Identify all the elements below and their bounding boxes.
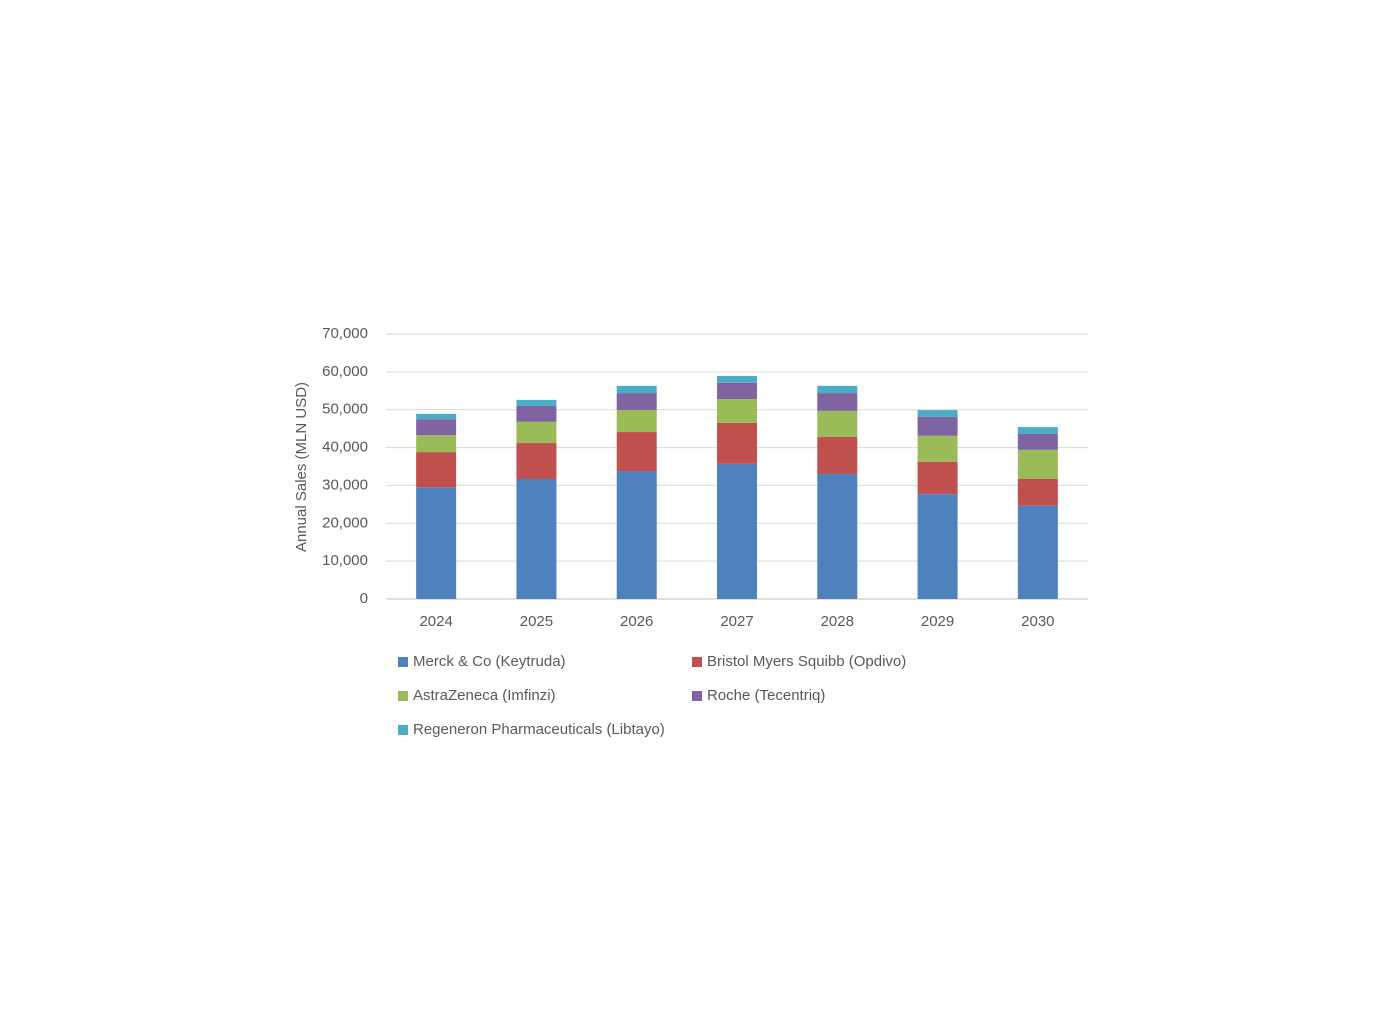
legend-swatch xyxy=(398,691,408,701)
legend-swatch xyxy=(692,691,702,701)
bar-segment xyxy=(416,419,457,436)
y-tick-label: 30,000 xyxy=(322,476,368,493)
bar-segment xyxy=(416,435,457,453)
legend-label: Bristol Myers Squibb (Opdivo) xyxy=(707,653,906,670)
bar-segment xyxy=(717,399,757,423)
bar-segment xyxy=(1017,449,1058,479)
bar-segment xyxy=(416,487,457,599)
bar-segment xyxy=(717,376,757,383)
bar-segment xyxy=(917,416,958,436)
bar-segment xyxy=(1017,505,1058,599)
bar-segment xyxy=(416,413,457,420)
y-axis-label: Annual Sales (MLN USD) xyxy=(293,382,310,552)
bar-segment xyxy=(416,452,457,488)
legend-label: AstraZeneca (Imfinzi) xyxy=(413,687,556,704)
bar-segment xyxy=(616,385,657,394)
legend-label: Regeneron Pharmaceuticals (Libtayo) xyxy=(413,721,665,738)
bar-segment xyxy=(1017,427,1058,434)
bar-segment xyxy=(1017,478,1058,506)
legend-label: Merck & Co (Keytruda) xyxy=(413,653,566,670)
y-tick-label: 60,000 xyxy=(322,363,368,380)
x-tick-label: 2030 xyxy=(1021,613,1054,630)
bar-segment xyxy=(817,410,858,437)
y-tick-label: 40,000 xyxy=(322,439,368,456)
bar-segment xyxy=(516,405,557,422)
legend-swatch xyxy=(692,657,702,667)
legend-label: Roche (Tecentriq) xyxy=(707,687,825,704)
bar-segment xyxy=(717,463,757,599)
x-tick-label: 2029 xyxy=(921,613,954,630)
bar-segment xyxy=(1017,433,1058,450)
bar-segment xyxy=(917,410,958,417)
x-tick-label: 2027 xyxy=(720,613,753,630)
y-tick-label: 20,000 xyxy=(322,514,368,531)
bar-segment xyxy=(616,471,657,599)
bar-segment xyxy=(717,422,757,464)
bar-segment xyxy=(616,410,657,433)
x-tick-label: 2024 xyxy=(419,613,452,630)
bar-segment xyxy=(817,393,858,411)
bar-segment xyxy=(917,435,958,462)
bar-segment xyxy=(917,494,958,599)
y-tick-label: 70,000 xyxy=(322,325,368,342)
bar-segment xyxy=(516,443,557,479)
bar-segment xyxy=(817,385,858,394)
legend-swatch xyxy=(398,657,408,667)
y-tick-label: 10,000 xyxy=(322,552,368,569)
bar-segment xyxy=(917,461,958,495)
x-tick-label: 2026 xyxy=(620,613,653,630)
y-tick-label: 50,000 xyxy=(322,401,368,418)
x-tick-label: 2028 xyxy=(821,613,854,630)
bar-segment xyxy=(516,478,557,599)
bar-segment xyxy=(717,382,757,400)
bar-segment xyxy=(817,474,858,599)
x-tick-label: 2025 xyxy=(520,613,553,630)
bar-segment xyxy=(817,436,858,475)
y-tick-label: 0 xyxy=(360,590,368,607)
bar-segment xyxy=(616,432,657,472)
bar-segment xyxy=(516,421,557,444)
bar-segment xyxy=(516,399,557,406)
bar-segment xyxy=(616,393,657,411)
legend-swatch xyxy=(398,725,408,735)
